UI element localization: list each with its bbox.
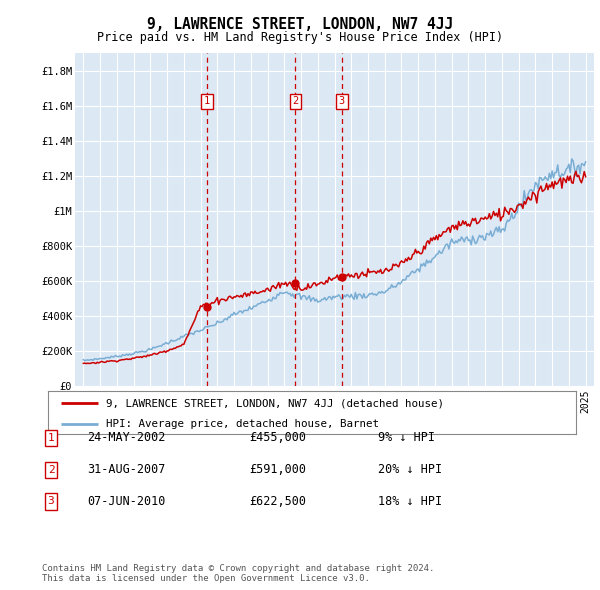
Text: 24-MAY-2002: 24-MAY-2002: [87, 431, 166, 444]
Text: 2: 2: [292, 96, 298, 106]
Text: 3: 3: [47, 497, 55, 506]
Text: 18% ↓ HPI: 18% ↓ HPI: [378, 495, 442, 508]
Text: 31-AUG-2007: 31-AUG-2007: [87, 463, 166, 476]
Text: 9, LAWRENCE STREET, LONDON, NW7 4JJ (detached house): 9, LAWRENCE STREET, LONDON, NW7 4JJ (det…: [106, 398, 444, 408]
Text: 20% ↓ HPI: 20% ↓ HPI: [378, 463, 442, 476]
Text: 2: 2: [47, 465, 55, 474]
Text: £591,000: £591,000: [249, 463, 306, 476]
Text: HPI: Average price, detached house, Barnet: HPI: Average price, detached house, Barn…: [106, 419, 379, 430]
Text: 1: 1: [47, 433, 55, 442]
Text: 3: 3: [339, 96, 345, 106]
Text: 9, LAWRENCE STREET, LONDON, NW7 4JJ: 9, LAWRENCE STREET, LONDON, NW7 4JJ: [147, 17, 453, 31]
Text: 07-JUN-2010: 07-JUN-2010: [87, 495, 166, 508]
Text: Price paid vs. HM Land Registry's House Price Index (HPI): Price paid vs. HM Land Registry's House …: [97, 31, 503, 44]
Text: £622,500: £622,500: [249, 495, 306, 508]
Text: 1: 1: [204, 96, 210, 106]
Text: 9% ↓ HPI: 9% ↓ HPI: [378, 431, 435, 444]
Text: Contains HM Land Registry data © Crown copyright and database right 2024.
This d: Contains HM Land Registry data © Crown c…: [42, 563, 434, 583]
Text: £455,000: £455,000: [249, 431, 306, 444]
